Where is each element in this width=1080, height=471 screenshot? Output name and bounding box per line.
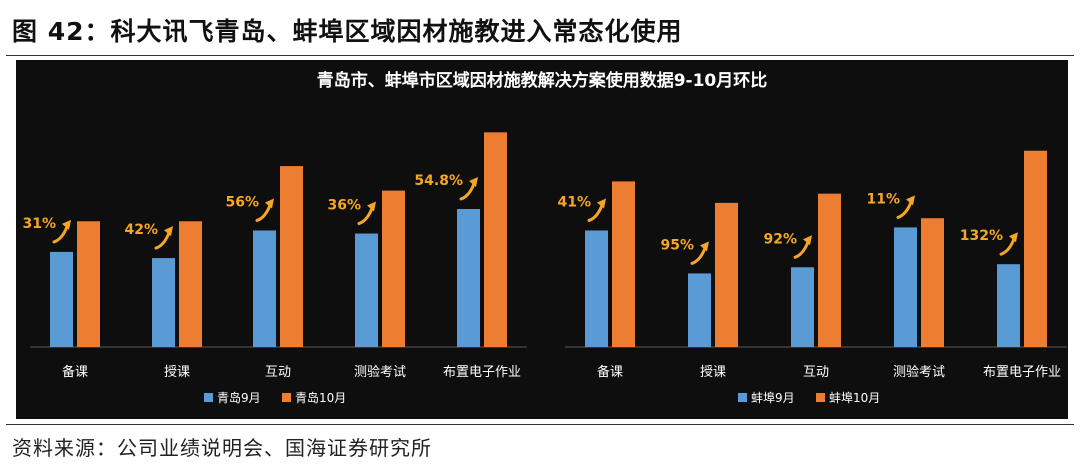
- bengbu-legend-swatch-2: [816, 393, 825, 402]
- qingdao-bar-sep-3: [253, 230, 276, 347]
- qingdao-legend-swatch-2: [282, 393, 291, 402]
- chart-bengbu: 备课 41% 授课 95% 互动 92% 测验考试 11% 布置电子作业 132% 蚌埠9月 蚌埠10…: [557, 150, 1067, 405]
- bengbu-bar-sep-4: [894, 227, 917, 347]
- qingdao-growth-label-4: 36%: [327, 198, 361, 214]
- qingdao-category-label-4: 测验考试: [354, 364, 406, 380]
- qingdao-legend-swatch-1: [204, 393, 213, 402]
- bengbu-bar-oct-4: [921, 218, 944, 347]
- bengbu-bar-sep-5: [997, 264, 1020, 347]
- qingdao-growth-arrowhead-1: [62, 219, 71, 230]
- bengbu-bar-oct-1: [612, 181, 635, 347]
- qingdao-bar-sep-1: [50, 251, 73, 347]
- bengbu-category-label-5: 布置电子作业: [983, 365, 1061, 380]
- bottom-rule: [6, 424, 1074, 425]
- qingdao-bar-oct-5: [484, 132, 507, 347]
- chart-qingdao: 备课 31% 授课 42% 互动 56% 测验考试 36% 布置电子作业 54.8% 青岛9月 青岛1…: [22, 132, 527, 405]
- qingdao-growth-arrowhead-2: [164, 226, 173, 237]
- bengbu-bar-oct-5: [1024, 150, 1047, 347]
- qingdao-bar-sep-2: [152, 258, 175, 347]
- qingdao-growth-arrowhead-5: [469, 177, 478, 187]
- bengbu-growth-label-3: 92%: [763, 231, 797, 247]
- bengbu-bar-oct-2: [715, 202, 738, 347]
- chart-panel: 青岛市、蚌埠市区域因材施教解决方案使用数据9-10月环比 备课 31% 授课 42% 互…: [16, 60, 1068, 419]
- qingdao-growth-arrowhead-4: [367, 201, 376, 212]
- chart-svg: 青岛市、蚌埠市区域因材施教解决方案使用数据9-10月环比 备课 31% 授课 42% 互…: [22, 70, 1067, 405]
- top-rule: [6, 55, 1074, 56]
- qingdao-category-label-5: 布置电子作业: [443, 365, 521, 380]
- qingdao-bar-sep-4: [355, 233, 378, 347]
- bengbu-growth-arrowhead-2: [700, 241, 709, 252]
- bengbu-legend-swatch-1: [738, 393, 747, 402]
- qingdao-category-label-1: 备课: [62, 364, 88, 380]
- qingdao-bar-oct-3: [280, 166, 303, 347]
- bengbu-growth-label-1: 41%: [557, 194, 591, 210]
- source-note: 资料来源：公司业绩说明会、国海证券研究所: [12, 436, 432, 460]
- bengbu-growth-label-5: 132%: [960, 228, 1003, 244]
- bengbu-bar-sep-3: [791, 267, 814, 347]
- bengbu-growth-label-4: 11%: [866, 191, 900, 207]
- qingdao-category-label-2: 授课: [164, 365, 190, 380]
- bengbu-category-label-2: 授课: [700, 365, 726, 380]
- bengbu-growth-arrowhead-3: [803, 235, 812, 246]
- bengbu-category-label-3: 互动: [803, 365, 829, 380]
- bengbu-growth-arrowhead-5: [1009, 232, 1018, 243]
- bengbu-growth-arrowhead-1: [597, 198, 606, 209]
- bengbu-bar-sep-2: [688, 273, 711, 347]
- figure-title: 图 42：科大讯飞青岛、蚌埠区域因材施教进入常态化使用: [12, 17, 683, 46]
- bengbu-legend-label-1: 蚌埠9月: [751, 391, 795, 405]
- qingdao-legend-label-1: 青岛9月: [217, 390, 261, 405]
- bengbu-growth-arrowhead-4: [906, 195, 915, 206]
- bengbu-bar-sep-1: [585, 230, 608, 347]
- qingdao-growth-label-5: 54.8%: [414, 173, 463, 189]
- qingdao-growth-label-2: 42%: [124, 222, 158, 238]
- bengbu-legend-label-2: 蚌埠10月: [829, 391, 880, 405]
- qingdao-bar-oct-2: [179, 221, 202, 347]
- qingdao-growth-arrowhead-3: [265, 198, 274, 209]
- qingdao-growth-label-1: 31%: [22, 216, 56, 232]
- bengbu-bar-oct-3: [818, 193, 841, 347]
- bengbu-growth-label-2: 95%: [660, 237, 694, 253]
- qingdao-bar-oct-4: [382, 190, 405, 347]
- qingdao-category-label-3: 互动: [265, 365, 291, 380]
- qingdao-legend-label-2: 青岛10月: [295, 390, 346, 405]
- qingdao-growth-label-3: 56%: [225, 194, 259, 210]
- qingdao-bar-sep-5: [457, 209, 480, 347]
- chart-title: 青岛市、蚌埠市区域因材施教解决方案使用数据9-10月环比: [317, 70, 768, 91]
- bengbu-category-label-1: 备课: [597, 364, 623, 380]
- qingdao-bar-oct-1: [77, 221, 100, 347]
- bengbu-category-label-4: 测验考试: [893, 364, 945, 380]
